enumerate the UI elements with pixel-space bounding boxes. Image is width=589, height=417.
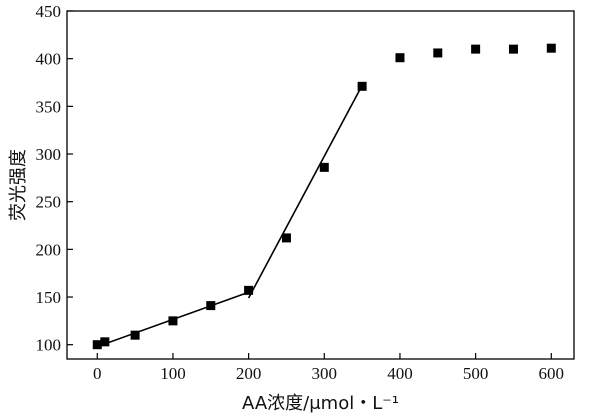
data-point [471, 44, 481, 54]
data-point [395, 53, 405, 63]
data-point [206, 301, 216, 311]
y-tick-label: 100 [36, 336, 62, 355]
data-point [130, 330, 140, 340]
y-tick-label: 200 [36, 240, 62, 259]
y-tick-label: 450 [36, 2, 62, 21]
data-point [92, 340, 102, 350]
data-point [168, 316, 178, 326]
y-tick-label: 400 [36, 50, 62, 69]
y-tick-label: 350 [36, 97, 62, 116]
x-tick-label: 600 [539, 364, 565, 383]
plot-frame [66, 10, 575, 360]
y-tick-label: 300 [36, 145, 62, 164]
y-tick-label: 250 [36, 193, 62, 212]
x-tick-label: 500 [463, 364, 489, 383]
data-point [546, 43, 556, 53]
data-point [244, 285, 254, 295]
data-point [319, 162, 329, 172]
data-point [433, 48, 443, 58]
data-point [508, 44, 518, 54]
data-point [281, 233, 291, 243]
x-axis-label: AA浓度/μmol・L⁻¹ [242, 393, 399, 414]
axis-ticks [67, 10, 552, 359]
y-tick-label: 150 [36, 288, 62, 307]
fit-line [247, 84, 363, 299]
fit-lines [96, 84, 363, 348]
x-tick-label: 300 [312, 364, 338, 383]
data-point [357, 81, 367, 91]
data-points [92, 43, 556, 350]
x-tick-label: 400 [387, 364, 413, 383]
x-tick-label: 100 [160, 364, 186, 383]
x-tick-label: 0 [93, 364, 102, 383]
data-point [100, 337, 110, 347]
y-axis-label: 荧光强度 [8, 149, 29, 221]
tick-labels: 0 100 200 300 400 500 600 100 150 200 250 300 350 400… [36, 2, 565, 383]
x-tick-label: 200 [236, 364, 262, 383]
